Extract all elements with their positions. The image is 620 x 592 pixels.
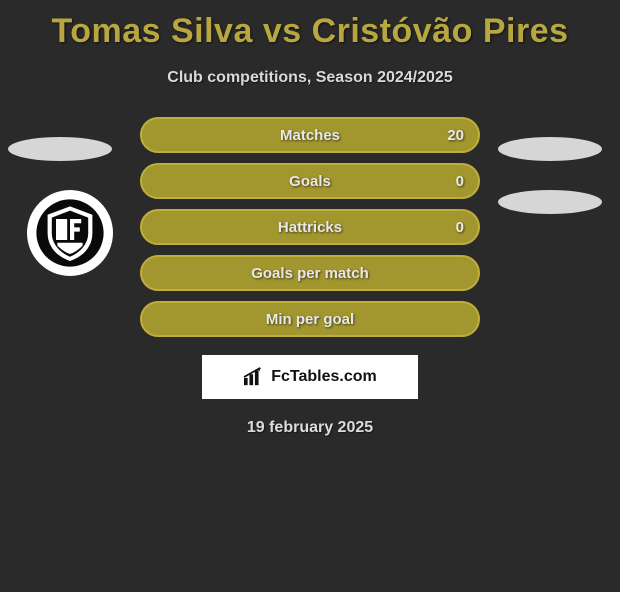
stat-label: Min per goal <box>266 311 354 328</box>
page-title: Tomas Silva vs Cristóvão Pires <box>0 12 620 51</box>
subtitle: Club competitions, Season 2024/2025 <box>0 69 620 87</box>
stat-label: Goals per match <box>251 265 369 282</box>
stat-row: Goals per match <box>140 255 480 291</box>
stat-row: Min per goal <box>140 301 480 337</box>
stat-row: Hattricks 0 <box>140 209 480 245</box>
player-right-badge-placeholder-1 <box>498 137 602 161</box>
branding-text: FcTables.com <box>271 368 377 386</box>
stat-value-right: 0 <box>456 173 464 190</box>
player-left-badge-placeholder <box>8 137 112 161</box>
stat-row: Matches 20 <box>140 117 480 153</box>
shield-icon <box>35 198 105 268</box>
club-badge <box>27 190 113 276</box>
bar-chart-icon <box>243 367 265 387</box>
stat-row: Goals 0 <box>140 163 480 199</box>
stat-label: Hattricks <box>278 219 342 236</box>
stat-label: Matches <box>280 127 340 144</box>
date-line: 19 february 2025 <box>0 419 620 437</box>
stat-value-right: 0 <box>456 219 464 236</box>
stat-value-right: 20 <box>447 127 464 144</box>
player-right-badge-placeholder-2 <box>498 190 602 214</box>
stat-label: Goals <box>289 173 331 190</box>
branding-badge: FcTables.com <box>202 355 418 399</box>
